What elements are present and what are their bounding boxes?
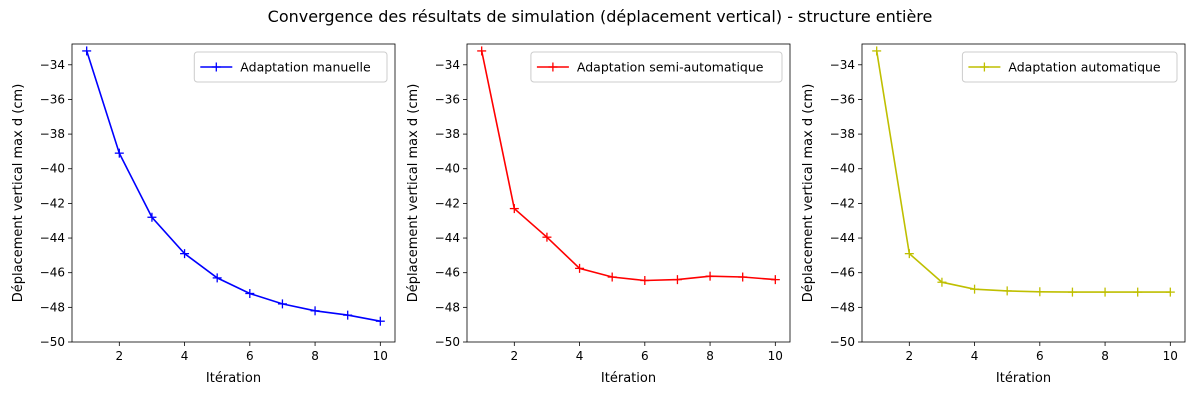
y-axis-label: Déplacement vertical max d (cm) [801, 84, 816, 303]
data-point-marker [82, 46, 92, 56]
x-tick-label: 2 [115, 349, 123, 363]
data-point-marker [212, 273, 222, 283]
legend-label: Adaptation automatique [1008, 60, 1161, 75]
y-tick-label: −50 [830, 335, 855, 349]
y-tick-label: −34 [435, 58, 460, 72]
y-tick-label: −40 [830, 162, 855, 176]
x-tick-label: 6 [246, 349, 254, 363]
x-tick-label: 4 [971, 349, 979, 363]
x-tick-label: 10 [1163, 349, 1178, 363]
y-tick-label: −36 [40, 92, 65, 106]
x-tick-label: 6 [641, 349, 649, 363]
data-point-marker [277, 299, 287, 309]
chart-panel-3: 2 4 6 8 10 −50 −48 −46 −44 −42 −40 −38 −36 −34 Itérati… [801, 43, 1186, 386]
data-point-marker [114, 148, 124, 158]
y-tick-label: −50 [40, 335, 65, 349]
y-tick-label: −36 [435, 92, 460, 106]
figure-suptitle: Convergence des résultats de simulation … [268, 7, 933, 26]
x-tick-label: 8 [706, 349, 714, 363]
y-axis-label: Déplacement vertical max d (cm) [406, 84, 421, 303]
data-point-marker [607, 272, 617, 282]
legend: Adaptation manuelle [193, 51, 388, 83]
chart-panel-1: 2 4 6 8 10 −50 −48 −46 −44 −42 −40 −38 −36 −34 Itérati… [11, 43, 396, 386]
plot-area [466, 43, 791, 343]
y-tick-label: −46 [435, 266, 460, 280]
y-tick-label: −34 [830, 58, 855, 72]
data-point-marker [770, 275, 780, 285]
y-tick-label: −38 [830, 127, 855, 141]
y-tick-label: −46 [830, 266, 855, 280]
y-tick-label: −50 [435, 335, 460, 349]
y-axis-label: Déplacement vertical max d (cm) [11, 84, 26, 303]
chart-panel-2: 2 4 6 8 10 −50 −48 −46 −44 −42 −40 −38 −36 −34 Itérati… [406, 43, 791, 386]
y-tick-label: −44 [40, 231, 65, 245]
data-point-marker [904, 249, 914, 259]
x-axis-label: Itération [206, 371, 261, 386]
y-tick-label: −42 [40, 196, 65, 210]
y-tick-label: −38 [435, 127, 460, 141]
y-tick-label: −46 [40, 266, 65, 280]
x-tick-label: 2 [510, 349, 518, 363]
y-tick-label: −36 [830, 92, 855, 106]
data-point-marker [1100, 287, 1110, 297]
legend: Adaptation automatique [961, 51, 1178, 83]
y-tick-label: −40 [435, 162, 460, 176]
legend-frame [193, 51, 388, 83]
data-point-marker [1035, 287, 1045, 297]
data-point-marker [1002, 286, 1012, 296]
data-point-marker [180, 249, 190, 259]
series-line [875, 50, 1171, 293]
data-point-marker [343, 310, 353, 320]
data-point-marker [970, 284, 980, 294]
x-axis-label: Itération [601, 371, 656, 386]
data-point-marker [705, 271, 715, 281]
data-point-marker [672, 275, 682, 285]
y-tick-label: −48 [435, 300, 460, 314]
x-tick-label: 6 [1036, 349, 1044, 363]
y-tick-label: −34 [40, 58, 65, 72]
y-tick-label: −48 [40, 300, 65, 314]
plot-area [861, 43, 1186, 343]
data-point-marker [1133, 287, 1143, 297]
x-tick-label: 8 [311, 349, 319, 363]
series-line [480, 50, 776, 282]
x-tick-label: 8 [1101, 349, 1109, 363]
data-point-marker [575, 263, 585, 273]
x-tick-label: 10 [768, 349, 783, 363]
data-point-marker [542, 232, 552, 242]
x-tick-label: 10 [373, 349, 388, 363]
data-point-marker [738, 272, 748, 282]
x-tick-label: 4 [181, 349, 189, 363]
data-point-marker [937, 277, 947, 287]
x-axis-label: Itération [996, 371, 1051, 386]
plot-area [71, 43, 396, 343]
legend: Adaptation semi-automatique [530, 51, 783, 83]
data-point-marker [477, 46, 487, 56]
y-tick-label: −48 [830, 300, 855, 314]
series-line [85, 50, 381, 322]
y-tick-label: −42 [435, 196, 460, 210]
data-point-marker [147, 212, 157, 222]
data-point-marker [509, 204, 519, 214]
legend-label: Adaptation manuelle [240, 60, 371, 75]
y-tick-label: −38 [40, 127, 65, 141]
data-point-marker [1067, 287, 1077, 297]
data-point-marker [245, 288, 255, 298]
legend-frame [530, 51, 783, 83]
y-tick-label: −42 [830, 196, 855, 210]
y-tick-label: −44 [830, 231, 855, 245]
data-point-marker [640, 275, 650, 285]
data-point-marker [872, 46, 882, 56]
data-point-marker [375, 316, 385, 326]
x-tick-label: 2 [905, 349, 913, 363]
data-point-marker [1165, 287, 1175, 297]
legend-frame [961, 51, 1178, 83]
x-tick-label: 4 [576, 349, 584, 363]
y-tick-label: −44 [435, 231, 460, 245]
y-tick-label: −40 [40, 162, 65, 176]
data-point-marker [310, 306, 320, 316]
legend-label: Adaptation semi-automatique [577, 60, 764, 75]
